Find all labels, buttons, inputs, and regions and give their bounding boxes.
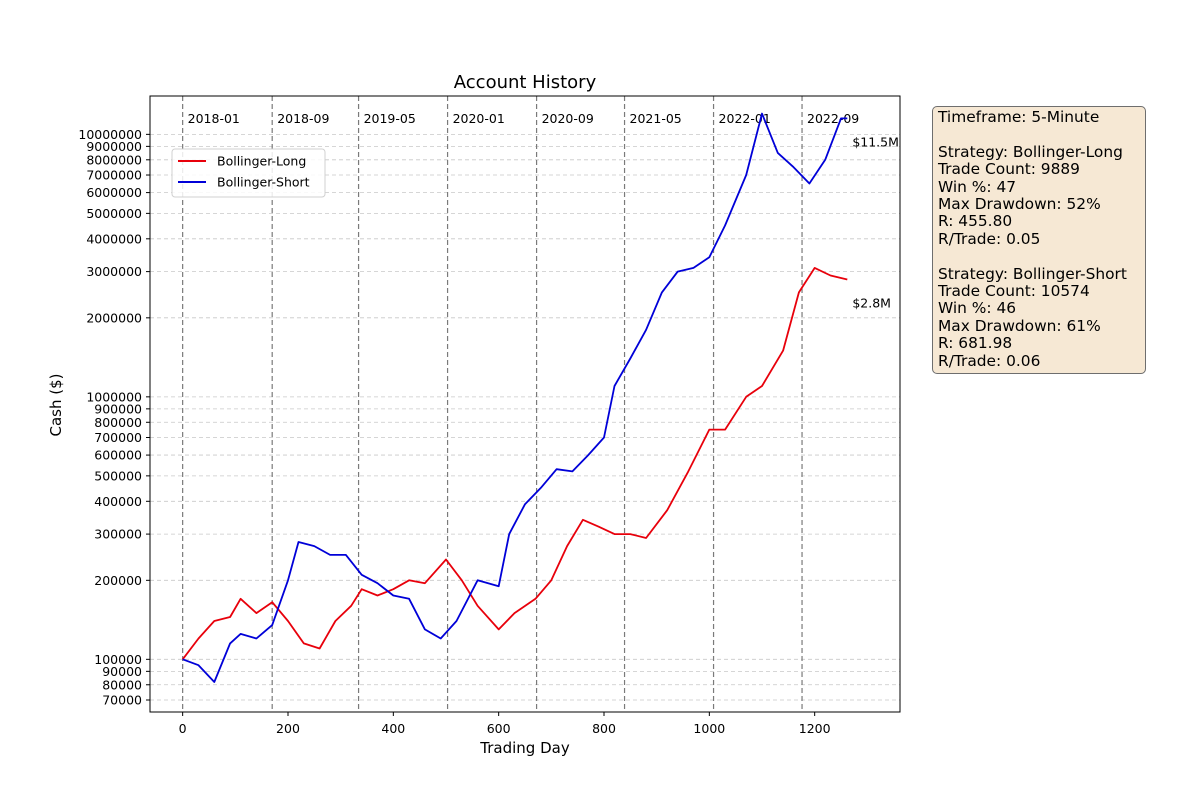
series-layer (181, 112, 848, 683)
y-tick-label: 5000000 (86, 206, 142, 221)
y-tick-label: 2000000 (86, 310, 142, 325)
period-marker-label: 2021-05 (630, 111, 682, 126)
x-tick-label: 200 (276, 721, 300, 736)
x-tick-label: 400 (381, 721, 405, 736)
stats-spacer (938, 248, 1140, 265)
y-tick-label: 70000 (102, 692, 142, 707)
y-tick-label: 10000000 (78, 127, 142, 142)
y-axis-label: Cash ($) (47, 373, 65, 436)
stats-line: Max Drawdown: 52% (938, 195, 1101, 214)
stats-line: Strategy: Bollinger-Short (938, 264, 1127, 283)
y-tick-label: 6000000 (86, 185, 142, 200)
period-marker-label: 2018-01 (188, 111, 240, 126)
stats-line: R: 455.80 (938, 212, 1013, 231)
stats-line: R/Trade: 0.06 (938, 351, 1041, 370)
y-tick-label: 80000 (102, 677, 142, 692)
y-tick-label: 700000 (94, 430, 142, 445)
y-tick-label: 300000 (94, 527, 142, 542)
period-marker-label: 2020-01 (453, 111, 505, 126)
legend: Bollinger-Long Bollinger-Short (171, 148, 326, 198)
stats-line: Win %: 47 (938, 177, 1017, 196)
stats-line: Strategy: Bollinger-Long (938, 142, 1123, 161)
x-axis-label: Trading Day (479, 739, 570, 757)
grid-layer (150, 133, 900, 701)
stats-line: R/Trade: 0.05 (938, 229, 1041, 248)
series-line-bollinger-long (181, 266, 848, 660)
period-markers: 2018-01 2018-09 2019-05 2020-01 2020-09 2021-… (182, 96, 859, 712)
y-tick-label: 500000 (94, 468, 142, 483)
y-tick-label: 1000000 (86, 389, 142, 404)
y-tick-label: 100000 (94, 652, 142, 667)
period-marker-label: 2022-09 (807, 111, 859, 126)
stats-line: R: 681.98 (938, 334, 1013, 353)
x-tick-label: 800 (592, 721, 616, 736)
legend-frame (171, 148, 326, 198)
y-tick-label: 90000 (102, 664, 142, 679)
stats-spacer (938, 126, 1140, 143)
legend-label: Bollinger-Long (217, 154, 306, 169)
x-tick-label: 1000 (693, 721, 725, 736)
chart-title: Account History (454, 72, 597, 93)
period-marker-label: 2022-01 (719, 111, 771, 126)
stats-line: Max Drawdown: 61% (938, 316, 1101, 335)
y-tick-label: 800000 (94, 415, 142, 430)
end-label-bollinger-short: $11.5M (852, 134, 899, 149)
y-tick-label: 400000 (94, 494, 142, 509)
y-tick-label: 8000000 (86, 152, 142, 167)
y-tick-label: 9000000 (86, 139, 142, 154)
end-label-bollinger-long: $2.8M (852, 295, 891, 310)
stats-line: Trade Count: 9889 (938, 160, 1080, 179)
y-tick-label: 7000000 (86, 168, 142, 183)
y-tick-label: 200000 (94, 573, 142, 588)
x-tick-label: 1200 (799, 721, 831, 736)
plot-area (149, 95, 901, 713)
y-tick-label: 4000000 (86, 231, 142, 246)
period-marker-label: 2020-09 (542, 111, 594, 126)
stats-box: Timeframe: 5-Minute Strategy: Bollinger-L… (932, 106, 1146, 374)
series-line-bollinger-short (182, 112, 848, 683)
stats-line: Trade Count: 10574 (938, 282, 1090, 301)
x-tick-label: 600 (487, 721, 511, 736)
x-tick-label: 0 (179, 721, 187, 736)
period-marker-label: 2019-05 (364, 111, 416, 126)
period-marker-label: 2018-09 (277, 111, 329, 126)
stats-line: Win %: 46 (938, 299, 1017, 318)
y-tick-label: 3000000 (86, 264, 142, 279)
legend-label: Bollinger-Short (217, 175, 310, 190)
y-tick-label: 600000 (94, 448, 142, 463)
stats-line: Timeframe: 5-Minute (938, 108, 1100, 126)
y-tick-label: 900000 (94, 401, 142, 416)
end-labels: $2.8M $11.5M (852, 134, 899, 310)
